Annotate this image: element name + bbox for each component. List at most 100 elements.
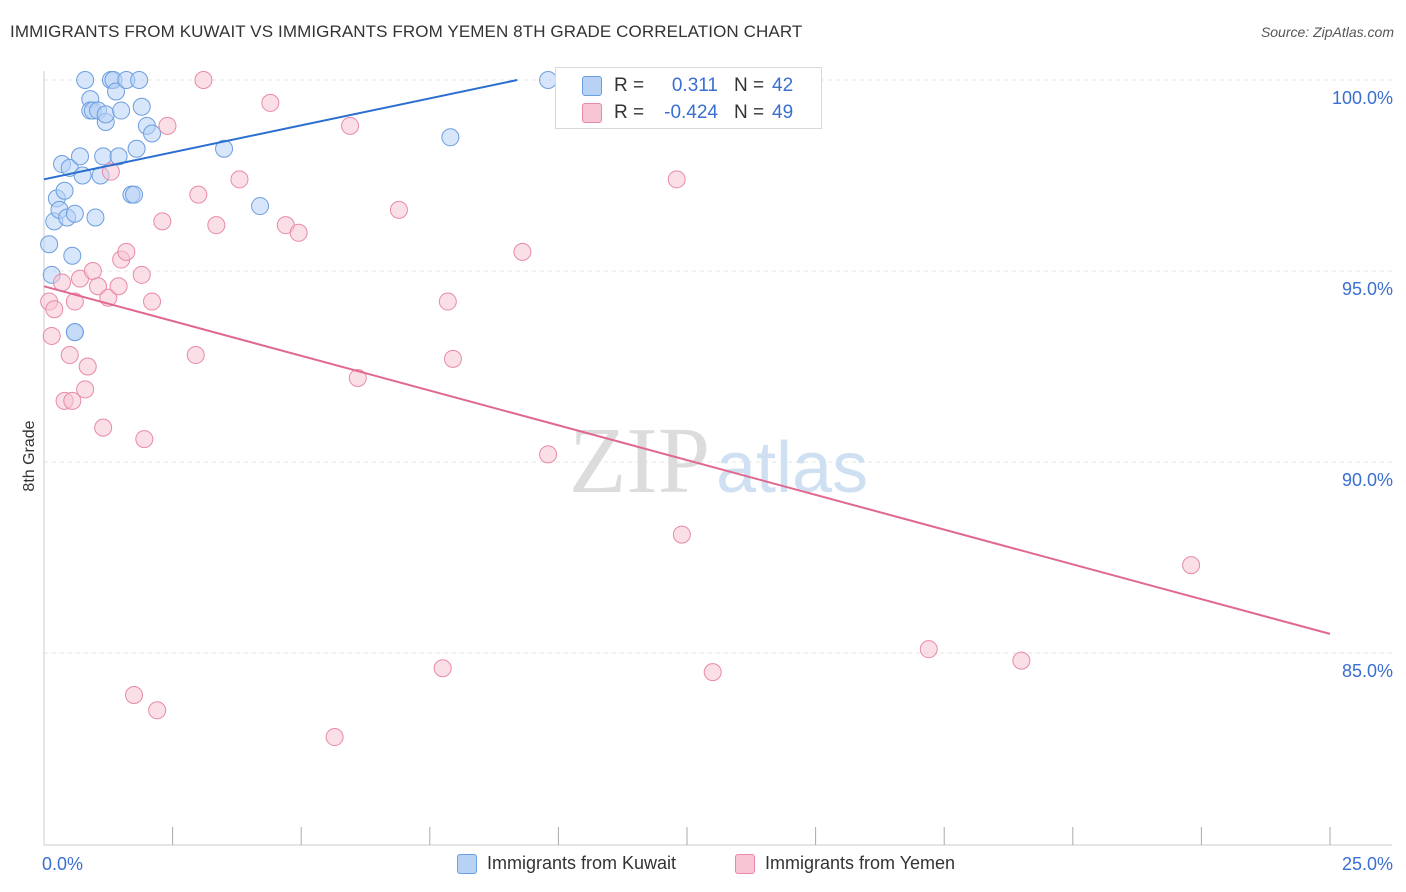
chart-title: IMMIGRANTS FROM KUWAIT VS IMMIGRANTS FRO… (10, 22, 803, 41)
data-point-yemen (289, 223, 308, 242)
data-point-yemen (189, 185, 208, 204)
data-point-yemen (135, 430, 154, 449)
data-point-yemen (389, 200, 408, 219)
y-tick-label: 95.0% (1342, 279, 1393, 299)
data-point-yemen (117, 242, 136, 261)
data-point-yemen (433, 659, 452, 678)
data-point-yemen (186, 346, 205, 365)
data-point-yemen (1182, 556, 1201, 575)
data-point-kuwait (65, 204, 84, 223)
data-point-yemen (207, 216, 226, 235)
stats-swatch-yemen (582, 103, 602, 123)
data-point-kuwait (441, 128, 460, 147)
watermark-atlas: atlas (716, 428, 868, 508)
data-point-yemen (83, 262, 102, 280)
data-point-yemen (53, 273, 72, 292)
data-point-yemen (919, 640, 938, 659)
legend: Immigrants from Kuwait Immigrants from Y… (0, 850, 1406, 880)
axes: 85.0% 90.0% 95.0% 100.0% 0.0% 25.0% (42, 71, 1393, 874)
stats-r-value: 0.311 (671, 75, 718, 96)
stats-r-label: R = (614, 75, 645, 96)
data-point-kuwait (96, 105, 115, 124)
stats-n-label: N = (734, 102, 765, 123)
legend-label-yemen: Immigrants from Yemen (765, 853, 956, 873)
watermark-zip: ZIP (569, 409, 710, 513)
data-point-kuwait (94, 147, 113, 166)
data-point-yemen (438, 292, 457, 311)
stats-row-yemen: R = -0.424 N = 49 (556, 99, 821, 127)
data-point-yemen (125, 686, 144, 705)
stats-r-value: -0.424 (664, 102, 718, 123)
data-point-kuwait (132, 97, 151, 116)
data-point-kuwait (76, 71, 95, 89)
data-point-yemen (158, 116, 177, 135)
data-point-yemen (132, 265, 151, 284)
data-point-kuwait (127, 139, 146, 158)
trend-line-kuwait (43, 79, 518, 181)
stats-swatch-kuwait (582, 76, 602, 96)
data-point-yemen (513, 242, 532, 261)
data-point-yemen (325, 728, 344, 747)
data-point-kuwait (130, 71, 149, 89)
data-point-yemen (101, 162, 120, 181)
stats-n-value: 49 (772, 102, 794, 123)
data-point-yemen (348, 368, 367, 387)
legend-label-kuwait: Immigrants from Kuwait (487, 853, 677, 873)
y-tick-label: 90.0% (1342, 470, 1393, 490)
x-tick-label: 25.0% (1342, 854, 1393, 874)
data-point-kuwait (112, 101, 131, 120)
stats-r-label: R = (614, 102, 645, 123)
data-point-yemen (42, 326, 61, 345)
data-point-yemen (1012, 651, 1031, 670)
data-point-kuwait (107, 82, 126, 101)
y-tick-label: 85.0% (1342, 661, 1393, 681)
data-point-yemen (443, 349, 462, 368)
data-point-yemen (65, 292, 84, 311)
data-point-kuwait (40, 235, 59, 254)
y-tick-label: 100.0% (1332, 88, 1393, 108)
data-point-kuwait (86, 208, 105, 227)
data-point-yemen (76, 380, 95, 399)
legend-item-yemen[interactable]: Immigrants from Yemen (735, 853, 955, 874)
y-axis-label: 8th Grade (21, 420, 38, 491)
stats-row-kuwait: R = 0.311 N = 42 (556, 72, 821, 100)
grid (44, 79, 1392, 654)
data-point-kuwait (215, 139, 234, 158)
stats-n-label: N = (734, 75, 765, 96)
data-point-kuwait (55, 181, 74, 200)
data-point-yemen (341, 116, 360, 135)
legend-swatch-yemen (735, 853, 755, 874)
legend-item-kuwait[interactable]: Immigrants from Kuwait (457, 853, 676, 874)
data-point-yemen (63, 391, 82, 410)
x-tick-label: 0.0% (42, 854, 83, 874)
data-point-kuwait (251, 197, 270, 216)
data-point-yemen (148, 701, 167, 720)
data-point-yemen (194, 71, 213, 89)
data-point-yemen (153, 212, 172, 231)
data-point-yemen (94, 418, 113, 437)
data-point-yemen (143, 292, 162, 311)
data-point-kuwait (63, 246, 82, 265)
legend-swatch-kuwait (457, 853, 477, 874)
data-point-kuwait (125, 185, 144, 204)
trend-line-yemen (43, 285, 1331, 635)
stats-n-value: 42 (772, 75, 794, 96)
trend-lines (43, 79, 1331, 635)
data-point-yemen (672, 525, 691, 544)
data-points (40, 71, 1201, 747)
data-point-yemen (703, 663, 722, 682)
watermark: ZIP atlas (569, 409, 868, 513)
data-point-yemen (109, 277, 128, 296)
source-label: Source: ZipAtlas.com (1260, 24, 1394, 40)
data-point-yemen (230, 170, 249, 189)
data-point-yemen (261, 93, 280, 112)
data-point-yemen (45, 300, 64, 319)
data-point-yemen (539, 445, 558, 464)
data-point-kuwait (65, 323, 84, 342)
data-point-yemen (60, 346, 79, 365)
stats-box: R = 0.311 N = 42 R = -0.424 N = 49 (555, 67, 822, 129)
data-point-kuwait (109, 147, 128, 166)
data-point-yemen (89, 277, 108, 296)
data-point-kuwait (143, 124, 162, 143)
